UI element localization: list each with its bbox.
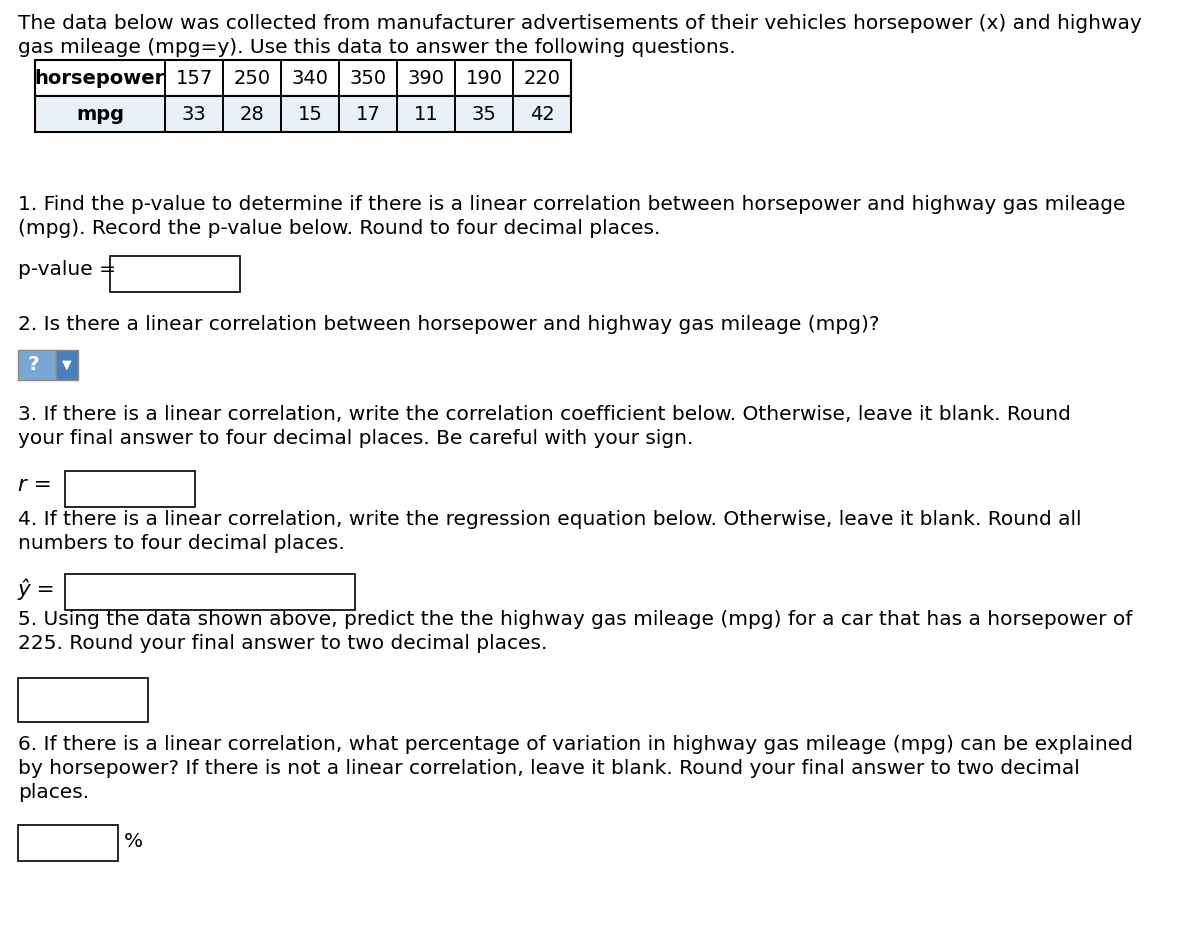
Text: by horsepower? If there is not a linear correlation, leave it blank. Round your : by horsepower? If there is not a linear … <box>18 759 1080 778</box>
Bar <box>18 678 148 722</box>
Text: ?: ? <box>28 355 40 375</box>
Text: 220: 220 <box>523 69 560 88</box>
Bar <box>65 471 194 507</box>
Bar <box>65 574 355 610</box>
Text: 4. If there is a linear correlation, write the regression equation below. Otherw: 4. If there is a linear correlation, wri… <box>18 510 1081 529</box>
Text: ŷ =: ŷ = <box>18 578 55 599</box>
Text: 11: 11 <box>414 105 438 123</box>
Text: places.: places. <box>18 783 89 802</box>
Text: 250: 250 <box>234 69 270 88</box>
Text: 6. If there is a linear correlation, what percentage of variation in highway gas: 6. If there is a linear correlation, wha… <box>18 735 1133 754</box>
Text: 340: 340 <box>292 69 329 88</box>
Text: 190: 190 <box>466 69 503 88</box>
Text: 42: 42 <box>529 105 554 123</box>
Text: ▼: ▼ <box>62 359 72 371</box>
Text: 2. Is there a linear correlation between horsepower and highway gas mileage (mpg: 2. Is there a linear correlation between… <box>18 315 880 334</box>
Text: 350: 350 <box>349 69 386 88</box>
Text: horsepower: horsepower <box>35 69 166 88</box>
Text: numbers to four decimal places.: numbers to four decimal places. <box>18 534 344 553</box>
Text: The data below was collected from manufacturer advertisements of their vehicles : The data below was collected from manufa… <box>18 14 1141 33</box>
Text: 35: 35 <box>472 105 497 123</box>
Text: 33: 33 <box>181 105 206 123</box>
Text: 390: 390 <box>408 69 444 88</box>
Text: (mpg). Record the p-value below. Round to four decimal places.: (mpg). Record the p-value below. Round t… <box>18 219 660 238</box>
Text: 1. Find the p-value to determine if there is a linear correlation between horsep: 1. Find the p-value to determine if ther… <box>18 195 1126 214</box>
Text: 225. Round your final answer to two decimal places.: 225. Round your final answer to two deci… <box>18 634 547 653</box>
Text: 28: 28 <box>240 105 264 123</box>
Text: 17: 17 <box>355 105 380 123</box>
Bar <box>18 350 56 380</box>
Text: %: % <box>124 832 143 851</box>
Text: 3. If there is a linear correlation, write the correlation coefficient below. Ot: 3. If there is a linear correlation, wri… <box>18 405 1070 424</box>
Text: 15: 15 <box>298 105 323 123</box>
Bar <box>35 96 571 132</box>
Text: your final answer to four decimal places. Be careful with your sign.: your final answer to four decimal places… <box>18 429 694 448</box>
Bar <box>110 256 240 292</box>
Text: gas mileage (mpg=y). Use this data to answer the following questions.: gas mileage (mpg=y). Use this data to an… <box>18 38 736 57</box>
Text: p-value =: p-value = <box>18 260 116 279</box>
Text: mpg: mpg <box>76 105 124 123</box>
Text: r =: r = <box>18 475 52 495</box>
Text: 5. Using the data shown above, predict the the highway gas mileage (mpg) for a c: 5. Using the data shown above, predict t… <box>18 610 1133 629</box>
Text: 157: 157 <box>175 69 212 88</box>
Bar <box>18 825 118 861</box>
Bar <box>56 350 78 380</box>
Bar <box>35 60 571 96</box>
